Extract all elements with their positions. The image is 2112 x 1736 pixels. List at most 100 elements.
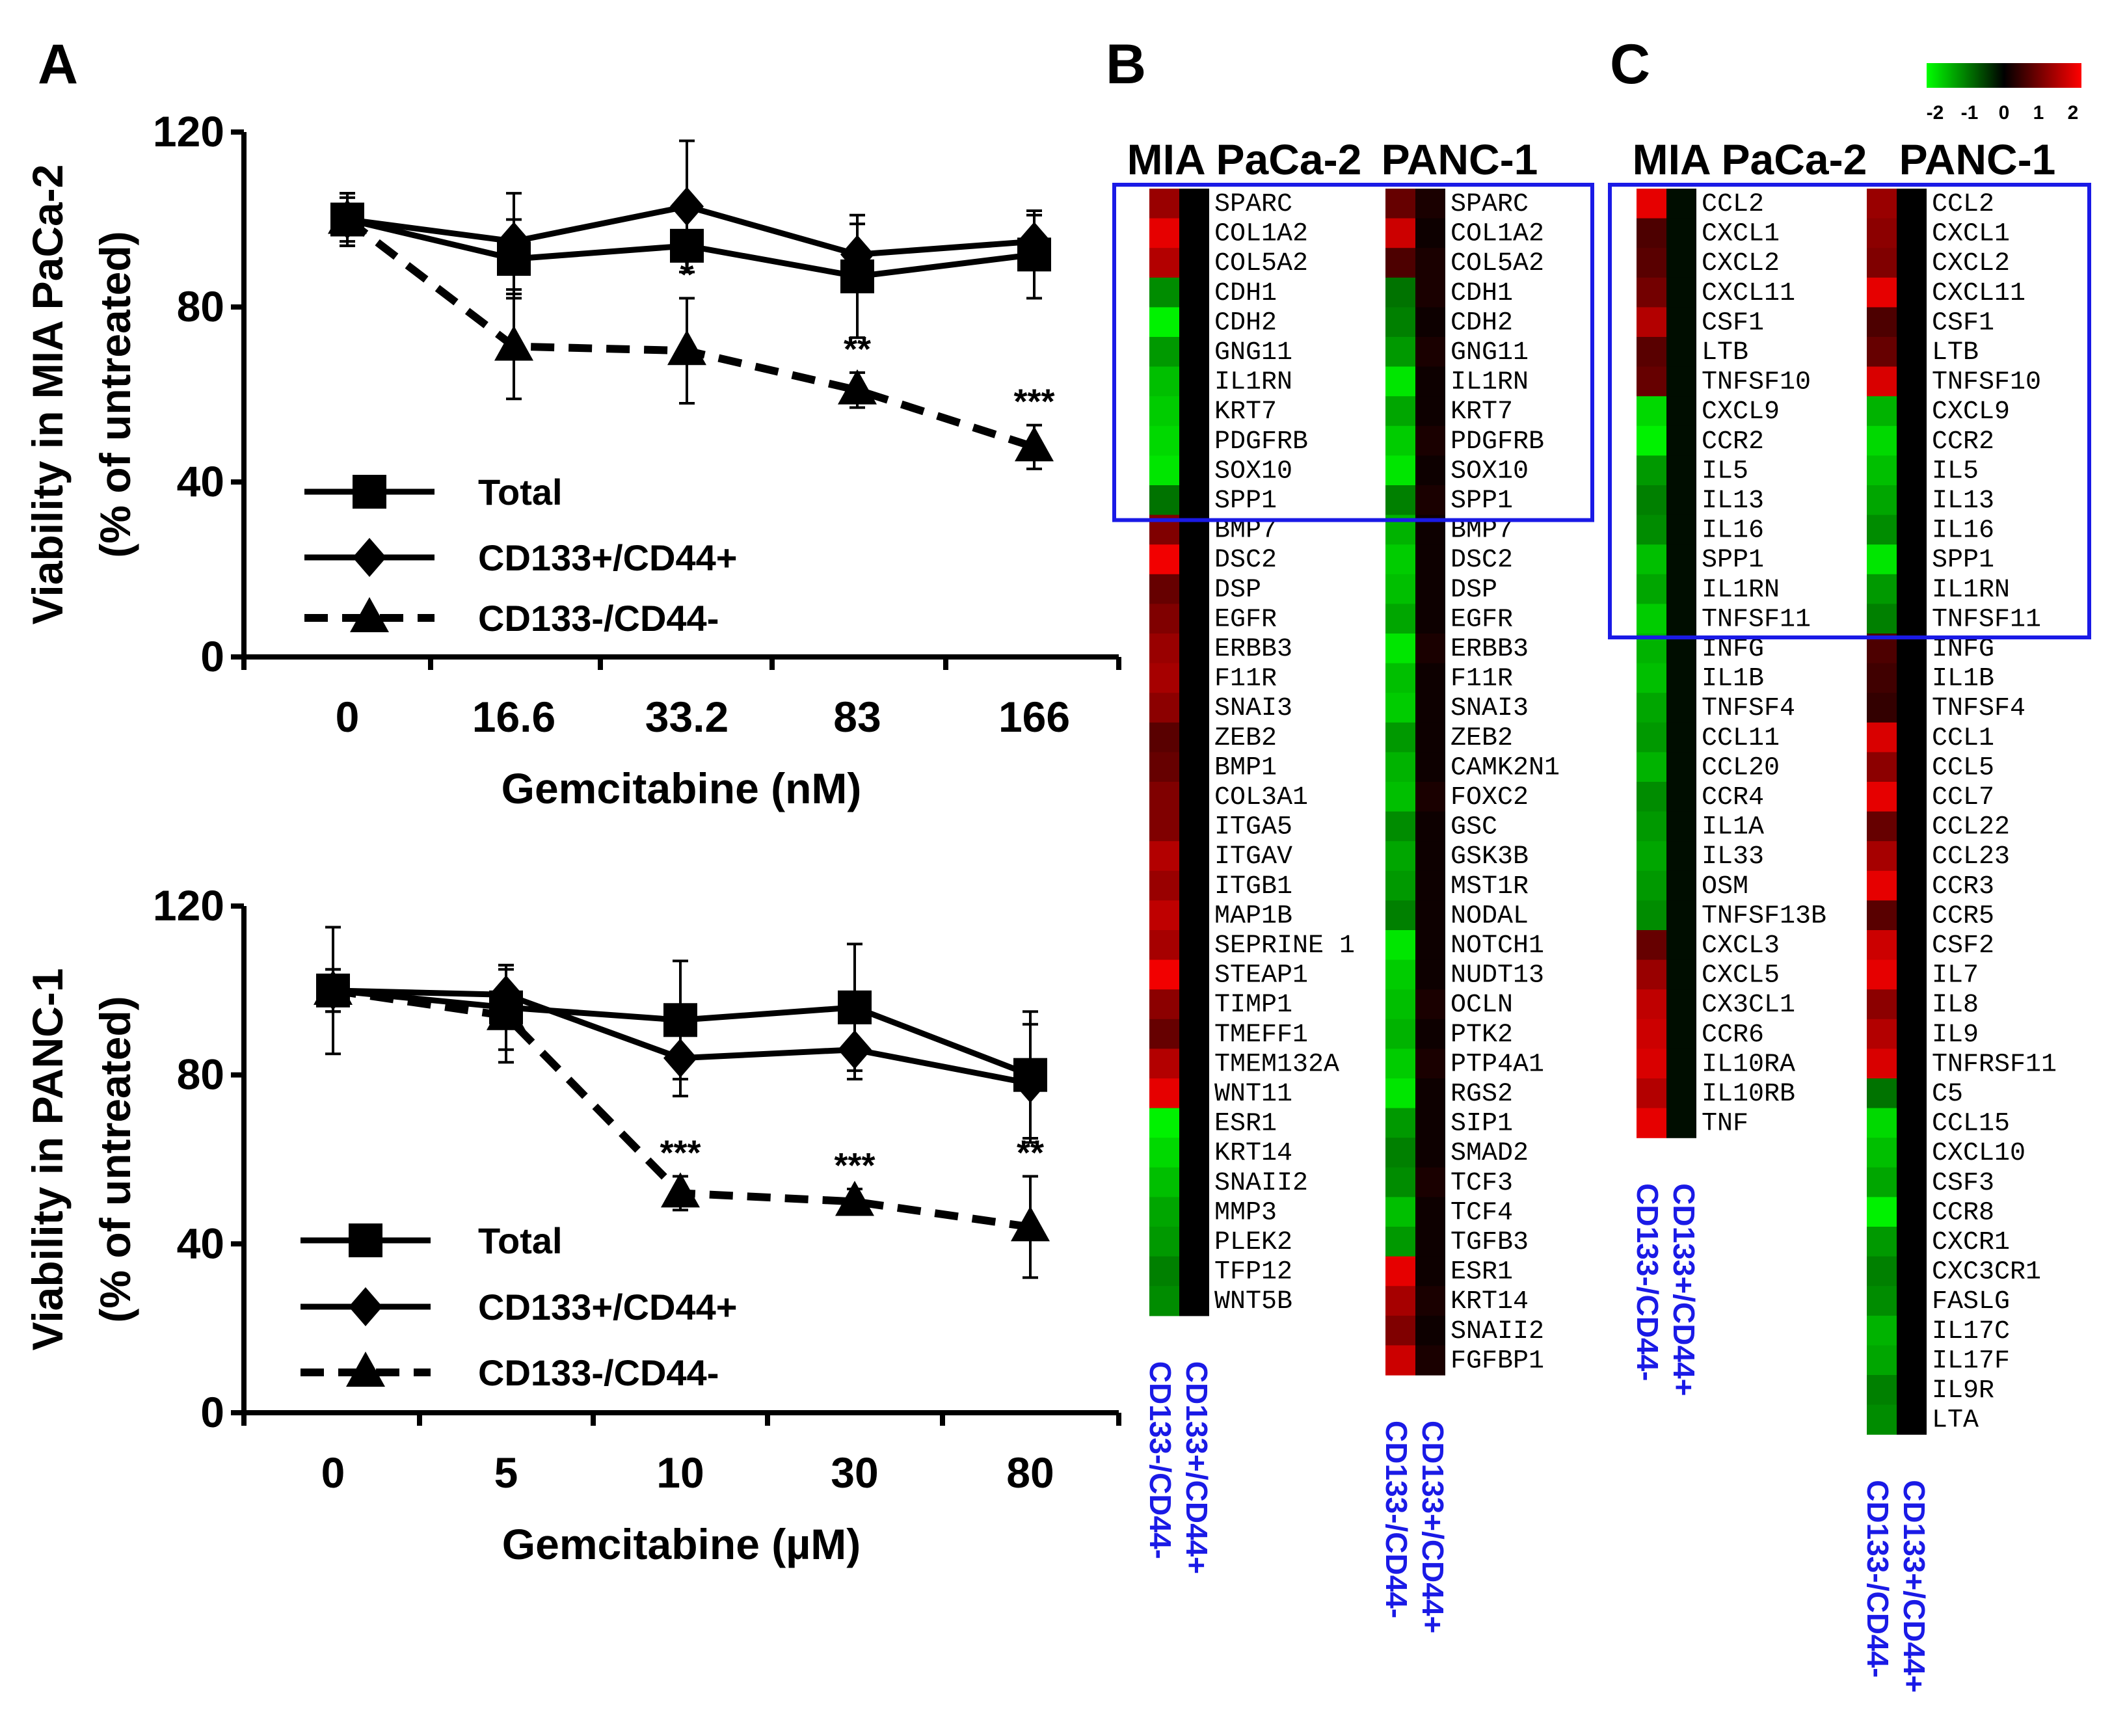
heatmap-cell: [1637, 425, 1666, 456]
heatmap-cell: [1149, 782, 1179, 812]
heatmap-cell: [1179, 693, 1209, 723]
heatmap-cell: [1179, 248, 1209, 278]
gene-label: CXCL1: [1702, 220, 1780, 249]
heatmap-cell: [1637, 811, 1666, 842]
heatmap-cell: [1385, 930, 1415, 961]
heatmap-cell: [1149, 1078, 1179, 1109]
heatmap-cell: [1666, 455, 1696, 486]
gene-label: SNAII2: [1214, 1169, 1308, 1198]
y-axis-subtitle: (% of untreated): [91, 231, 139, 557]
heatmap-cell: [1897, 455, 1927, 486]
heatmap-cell: [1415, 1019, 1445, 1049]
heatmap-cell: [1666, 811, 1696, 842]
heatmap-cell: [1385, 693, 1415, 723]
heatmap-cell: [1179, 930, 1209, 961]
data-point: [314, 969, 353, 1005]
heatmap-cell: [1897, 1138, 1927, 1168]
legend-marker: [349, 1223, 382, 1257]
gene-label: ITGA5: [1214, 813, 1292, 842]
gene-label: FGFBP1: [1450, 1346, 1544, 1376]
gene-label: CSF3: [1932, 1169, 1994, 1198]
legend-label: Total: [478, 1220, 563, 1261]
gene-label: TNF: [1702, 1110, 1748, 1139]
column-label: CD133+/CD44+: [1180, 1361, 1214, 1574]
gene-label: CCL2: [1702, 190, 1764, 219]
gene-label: EGFR: [1450, 605, 1513, 634]
gene-label: INFG: [1932, 635, 1994, 664]
heatmap-cell: [1149, 337, 1179, 367]
heatmap-cell: [1415, 1048, 1445, 1079]
heatmap-cell: [1385, 782, 1415, 812]
heatmap-cell: [1867, 485, 1897, 516]
gene-label: GSK3B: [1450, 842, 1529, 872]
gene-label: CXCL9: [1702, 397, 1780, 427]
gene-label: CCR3: [1932, 872, 1994, 901]
heatmap-cell: [1385, 989, 1415, 1020]
data-point: [840, 235, 874, 274]
heatmap-cell: [1385, 1256, 1415, 1287]
heatmap-cell: [1637, 959, 1666, 990]
gene-label: KRT7: [1450, 397, 1513, 427]
heatmap-cell: [1415, 307, 1445, 338]
heatmap-cell: [1666, 870, 1696, 901]
data-point: [328, 198, 367, 234]
heatmap-cell: [1897, 1256, 1927, 1287]
gene-label: PTP4A1: [1450, 1050, 1544, 1079]
heatmap-cell: [1149, 989, 1179, 1020]
heatmap-cell: [1666, 604, 1696, 634]
legend-marker: [353, 475, 386, 509]
heatmap-panel-b: MIA PaCa-2SPARCCOL1A2COL5A2CDH1CDH2GNG11…: [1112, 135, 1594, 1633]
x-tick-label: 166: [998, 693, 1070, 741]
heatmap-cell: [1637, 218, 1666, 248]
gene-label: CAMK2N1: [1450, 753, 1560, 782]
heatmap-cell: [1149, 634, 1179, 664]
heatmap-cell: [1179, 1078, 1209, 1109]
heatmap-cell: [1897, 307, 1927, 338]
heatmap-cell: [1897, 425, 1927, 456]
heatmap-cell: [1415, 782, 1445, 812]
x-tick-label: 0: [321, 1449, 345, 1497]
gene-label: GNG11: [1450, 338, 1529, 367]
heatmap-cell: [1637, 900, 1666, 931]
heatmap-cell: [1897, 574, 1927, 604]
heatmap-cell: [1179, 425, 1209, 456]
heatmap-cell: [1179, 544, 1209, 575]
gene-label: CCL7: [1932, 783, 1994, 812]
heatmap-cell: [1415, 485, 1445, 516]
heatmap-cell: [1179, 841, 1209, 872]
heatmap-cell: [1867, 841, 1897, 872]
gene-label: SPP1: [1932, 546, 1994, 575]
heatmap-cell: [1415, 425, 1445, 456]
heatmap-cell: [1149, 218, 1179, 248]
gene-label: INFG: [1702, 635, 1764, 664]
gene-label: CSF2: [1932, 931, 1994, 961]
heatmap-cell: [1179, 1227, 1209, 1257]
heatmap-cell: [1897, 989, 1927, 1020]
heatmap-cell: [1179, 1108, 1209, 1138]
heatmap-cell: [1149, 930, 1179, 961]
heatmap-cell: [1867, 1197, 1897, 1227]
heatmap-cell: [1179, 752, 1209, 782]
heatmap-cell: [1897, 663, 1927, 693]
heatmap-cell: [1897, 959, 1927, 990]
gene-label: SOX10: [1450, 457, 1529, 486]
heatmap-cell: [1867, 277, 1897, 308]
heatmap-cell: [1415, 544, 1445, 575]
heatmap-cell: [1149, 811, 1179, 842]
heatmap-cell: [1637, 752, 1666, 782]
heatmap-cell: [1179, 307, 1209, 338]
heatmap-cell: [1897, 722, 1927, 753]
heatmap-cell: [1867, 1167, 1897, 1197]
gene-label: LTB: [1932, 338, 1979, 367]
heatmap-cell: [1666, 366, 1696, 397]
gene-label: TMEM132A: [1214, 1050, 1339, 1079]
heatmap-cell: [1897, 396, 1927, 427]
heatmap-cell: [1415, 1286, 1445, 1316]
heatmap-cell: [1179, 663, 1209, 693]
gene-label: IL10RB: [1702, 1080, 1795, 1109]
significance-label: ***: [1013, 382, 1054, 421]
heatmap-cell: [1637, 189, 1666, 219]
gene-label: ERBB3: [1450, 635, 1529, 664]
heatmap-cell: [1897, 900, 1927, 931]
gene-label: CXCL9: [1932, 397, 2010, 427]
